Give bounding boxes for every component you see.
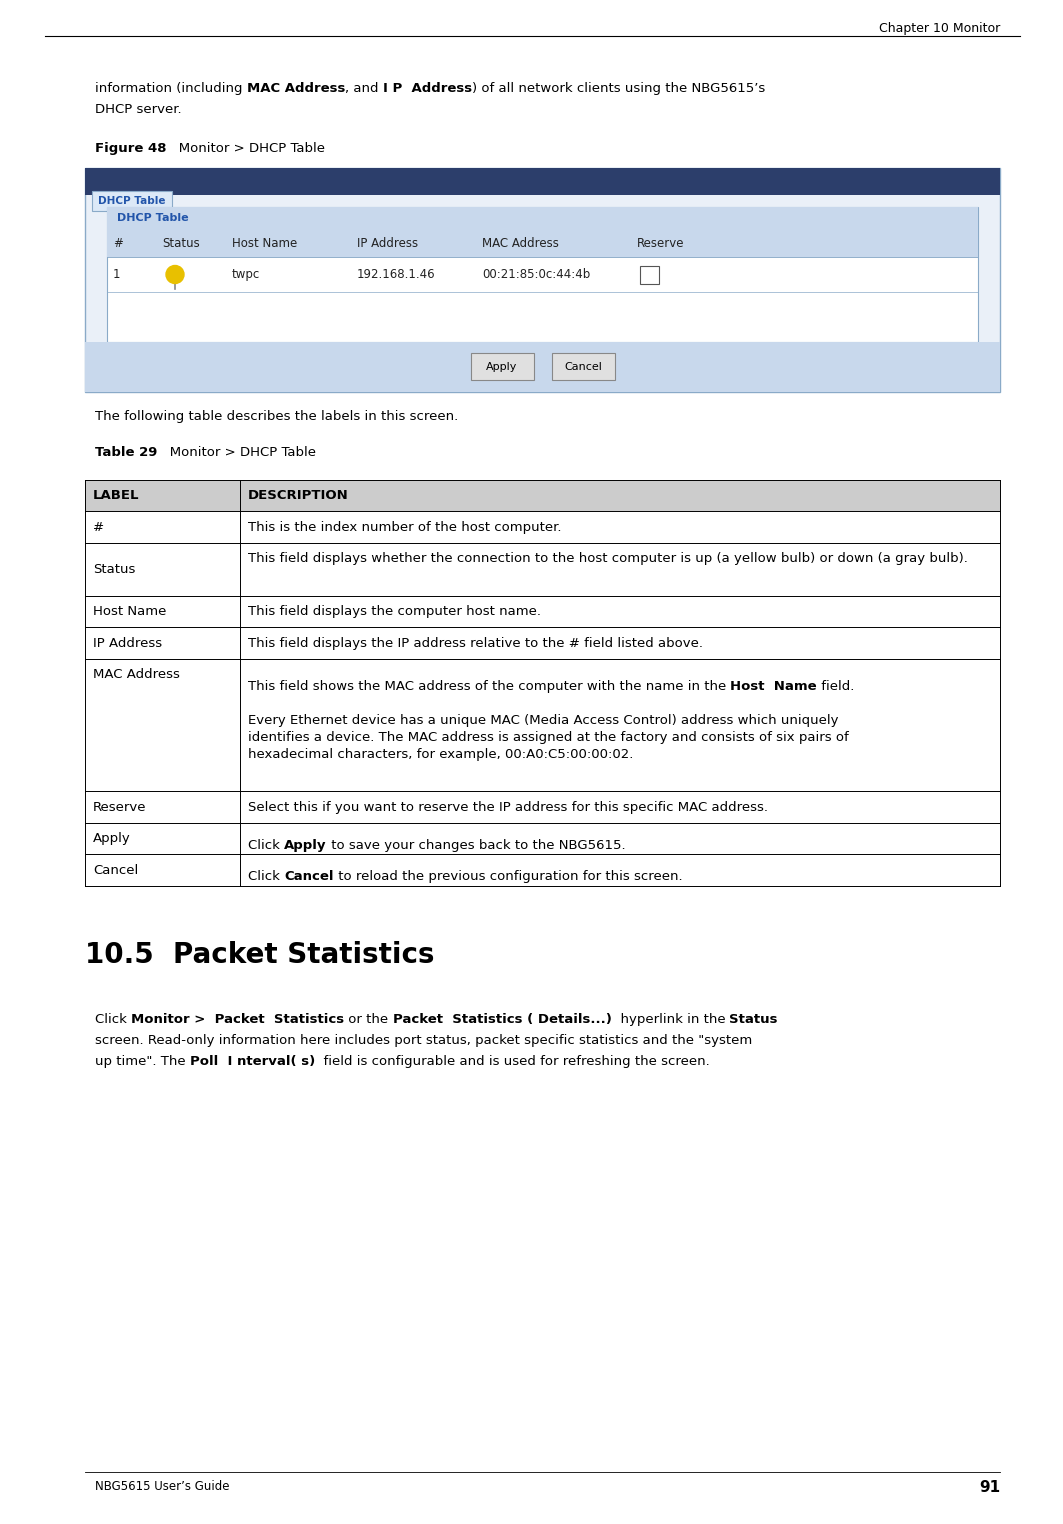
Text: The following table describes the labels in this screen.: The following table describes the labels…: [95, 410, 458, 424]
Bar: [85, 855, 1000, 885]
Text: Click: Click: [95, 1013, 131, 1026]
Bar: [107, 207, 978, 230]
Text: Click: Click: [248, 870, 284, 884]
Text: information (including: information (including: [95, 82, 247, 94]
Bar: [107, 230, 978, 258]
Text: Chapter 10 Monitor: Chapter 10 Monitor: [879, 21, 1000, 35]
FancyBboxPatch shape: [92, 190, 172, 210]
Text: Host Name: Host Name: [92, 605, 167, 619]
Text: NBG5615 User’s Guide: NBG5615 User’s Guide: [95, 1480, 230, 1494]
Text: hyperlink in the: hyperlink in the: [611, 1013, 729, 1026]
Text: Cancel: Cancel: [564, 361, 602, 372]
Text: Cancel: Cancel: [92, 864, 138, 876]
Bar: [85, 628, 1000, 658]
Text: Table 29: Table 29: [95, 447, 157, 459]
Bar: [85, 823, 1000, 855]
Text: 192.168.1.46: 192.168.1.46: [357, 268, 436, 280]
Text: #: #: [113, 238, 123, 250]
Text: I P  Address: I P Address: [383, 82, 472, 94]
Text: #: #: [92, 521, 104, 533]
Bar: [85, 658, 1000, 791]
FancyBboxPatch shape: [640, 265, 659, 285]
Bar: [85, 480, 1000, 512]
Text: IP Address: IP Address: [92, 637, 163, 649]
Text: IP Address: IP Address: [357, 238, 418, 250]
Text: screen. Read-only information here includes port status, packet specific statist: screen. Read-only information here inclu…: [95, 1033, 753, 1047]
Text: Monitor >  Packet  Statistics: Monitor > Packet Statistics: [131, 1013, 344, 1026]
Text: field.: field.: [817, 680, 855, 693]
Text: 91: 91: [979, 1480, 1000, 1495]
Text: DHCP Table: DHCP Table: [98, 197, 166, 206]
Bar: [85, 168, 1000, 195]
Bar: [85, 791, 1000, 823]
Bar: [85, 512, 1000, 543]
Text: LABEL: LABEL: [92, 489, 139, 503]
Text: MAC Address: MAC Address: [92, 668, 180, 681]
Text: Select this if you want to reserve the IP address for this specific MAC address.: Select this if you want to reserve the I…: [248, 800, 767, 814]
Text: Apply: Apply: [284, 838, 326, 852]
Text: to reload the previous configuration for this screen.: to reload the previous configuration for…: [334, 870, 682, 884]
Text: Every Ethernet device has a unique MAC (Media Access Control) address which uniq: Every Ethernet device has a unique MAC (…: [248, 715, 848, 762]
Text: Monitor > DHCP Table: Monitor > DHCP Table: [157, 447, 317, 459]
Text: Apply: Apply: [92, 832, 131, 846]
Text: MAC Address: MAC Address: [482, 238, 559, 250]
Text: Status: Status: [162, 238, 200, 250]
Text: DHCP server.: DHCP server.: [95, 104, 182, 116]
Bar: [85, 341, 1000, 392]
Text: Reserve: Reserve: [637, 238, 685, 250]
Text: Poll  I nterval( s): Poll I nterval( s): [190, 1055, 315, 1068]
Text: Packet  Statistics ( Details...): Packet Statistics ( Details...): [392, 1013, 611, 1026]
Text: Figure 48: Figure 48: [95, 142, 167, 155]
Text: or the: or the: [344, 1013, 392, 1026]
Bar: [85, 596, 1000, 628]
Text: This field shows the MAC address of the computer with the name in the: This field shows the MAC address of the …: [248, 680, 730, 693]
Text: ) of all network clients using the NBG5615’s: ) of all network clients using the NBG56…: [472, 82, 765, 94]
Text: MAC Address: MAC Address: [247, 82, 345, 94]
Text: twpc: twpc: [232, 268, 260, 280]
FancyBboxPatch shape: [107, 207, 978, 341]
Text: 1: 1: [113, 268, 120, 280]
Text: Reserve: Reserve: [92, 800, 147, 814]
Text: , and: , and: [345, 82, 383, 94]
Text: This field displays the IP address relative to the # field listed above.: This field displays the IP address relat…: [248, 637, 703, 649]
FancyBboxPatch shape: [471, 354, 534, 379]
Bar: [85, 543, 1000, 596]
Circle shape: [166, 265, 184, 283]
Text: Monitor > DHCP Table: Monitor > DHCP Table: [167, 142, 325, 155]
Text: up time". The: up time". The: [95, 1055, 190, 1068]
Text: Status: Status: [729, 1013, 778, 1026]
Text: Host Name: Host Name: [232, 238, 298, 250]
Text: DESCRIPTION: DESCRIPTION: [248, 489, 349, 503]
Text: 00:21:85:0c:44:4b: 00:21:85:0c:44:4b: [482, 268, 590, 280]
Text: Click: Click: [248, 838, 284, 852]
Text: Apply: Apply: [486, 361, 518, 372]
Text: Status: Status: [92, 562, 135, 576]
Text: This is the index number of the host computer.: This is the index number of the host com…: [248, 521, 561, 533]
Text: to save your changes back to the NBG5615.: to save your changes back to the NBG5615…: [326, 838, 625, 852]
Text: This field displays the computer host name.: This field displays the computer host na…: [248, 605, 541, 619]
Text: field is configurable and is used for refreshing the screen.: field is configurable and is used for re…: [315, 1055, 710, 1068]
Text: DHCP Table: DHCP Table: [117, 213, 188, 224]
Text: Host  Name: Host Name: [730, 680, 817, 693]
FancyBboxPatch shape: [85, 168, 1000, 392]
Text: Cancel: Cancel: [284, 870, 334, 884]
Text: This field displays whether the connection to the host computer is up (a yellow : This field displays whether the connecti…: [248, 552, 968, 565]
FancyBboxPatch shape: [552, 354, 614, 379]
Text: 10.5  Packet Statistics: 10.5 Packet Statistics: [85, 940, 435, 969]
